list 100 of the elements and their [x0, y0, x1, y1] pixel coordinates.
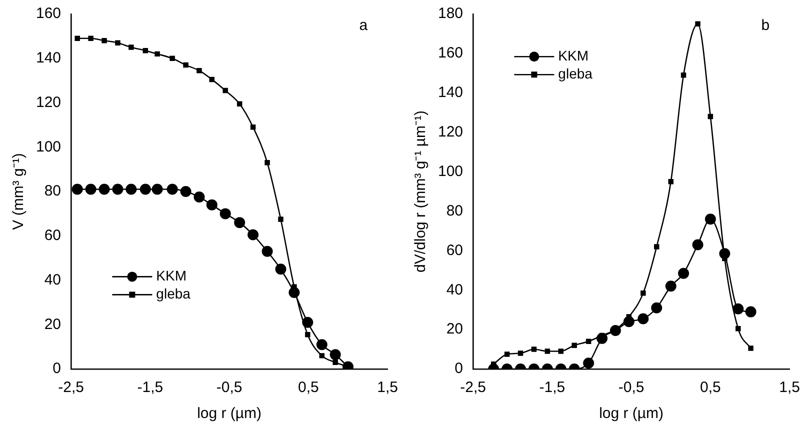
y-tick-label: 0: [454, 360, 464, 378]
y-tick-label: 80: [446, 202, 464, 220]
x-tick-label: -1,5: [539, 379, 566, 396]
point: [140, 184, 151, 195]
point: [330, 349, 341, 360]
point: [154, 51, 160, 57]
legend-label: gleba: [156, 286, 191, 302]
point: [115, 40, 120, 46]
point: [222, 88, 228, 94]
point: [180, 186, 192, 197]
point: [583, 358, 594, 369]
y-tick-label: 100: [36, 138, 62, 156]
point: [531, 346, 537, 352]
x-tick-label: 0,5: [700, 379, 721, 396]
y-tick-label: 20: [446, 320, 464, 338]
y-tick-label: 100: [438, 162, 464, 180]
point: [206, 199, 218, 210]
point: [264, 160, 270, 166]
point: [288, 286, 300, 298]
point: [745, 306, 756, 318]
point: [692, 239, 704, 250]
point: [128, 44, 134, 50]
point: [586, 338, 592, 344]
point: [170, 56, 175, 61]
y-tick-label: 0: [52, 360, 62, 378]
y-tick-label: 40: [44, 271, 62, 288]
x-tick-label: -1,5: [137, 379, 164, 396]
point: [85, 184, 96, 195]
x-axis-title: log r (µm): [197, 405, 262, 422]
x-tick-label: -2,5: [58, 379, 84, 396]
y-tick-label: 40: [446, 281, 464, 298]
point: [504, 352, 510, 357]
point: [302, 316, 314, 328]
point: [278, 216, 284, 222]
point: [736, 326, 741, 332]
point: [88, 36, 94, 42]
point: [544, 348, 550, 354]
x-tick-label: 1,5: [779, 379, 800, 396]
point: [623, 316, 634, 328]
x-tick-label: 1,5: [377, 379, 398, 396]
point: [236, 101, 242, 106]
y-tick-label: 160: [438, 44, 464, 62]
y-tick-label: 120: [438, 123, 464, 140]
point: [152, 184, 163, 195]
y-tick-label: 140: [36, 50, 62, 67]
point: [142, 48, 148, 54]
annotation: b: [761, 17, 770, 34]
point: [719, 248, 730, 260]
point: [708, 114, 714, 120]
point: [316, 339, 328, 350]
legend-label: KKM: [156, 268, 187, 284]
x-tick-label: 0,5: [298, 379, 319, 396]
point: [234, 217, 246, 228]
point: [332, 360, 338, 365]
point: [220, 208, 231, 220]
point: [72, 184, 83, 195]
point: [250, 124, 256, 130]
y-tick-label: 60: [44, 227, 62, 244]
point: [654, 244, 660, 250]
point: [610, 325, 621, 336]
y-tick-label: 60: [446, 242, 464, 259]
point: [319, 353, 325, 358]
point: [668, 179, 674, 184]
point: [209, 76, 215, 82]
point: [678, 268, 690, 279]
point: [183, 62, 188, 68]
point: [112, 184, 124, 195]
point: [695, 21, 700, 26]
point: [572, 342, 577, 348]
point: [638, 313, 649, 324]
point: [275, 264, 286, 275]
point: [748, 346, 754, 351]
point: [665, 280, 676, 292]
x-tick-label: -0,5: [618, 379, 644, 396]
point: [126, 184, 137, 195]
point: [704, 214, 716, 225]
point: [305, 332, 310, 338]
point: [248, 229, 259, 240]
y-tick-label: 20: [44, 316, 62, 333]
y-tick-label: 80: [44, 182, 62, 200]
y-tick-label: 160: [36, 5, 62, 22]
point: [194, 192, 205, 203]
point: [74, 36, 80, 42]
x-axis-title: log r (µm): [599, 405, 664, 422]
x-tick-label: -2,5: [460, 379, 486, 396]
point: [98, 184, 110, 195]
point: [196, 68, 202, 74]
y-tick-label: 140: [438, 84, 464, 102]
point: [640, 290, 646, 296]
point: [558, 348, 564, 354]
y-tick-label: 120: [36, 94, 62, 111]
y-axis-title: dV/dlog r (mm³ g⁻¹ µm⁻¹): [412, 110, 430, 272]
point: [262, 246, 273, 257]
point: [651, 302, 662, 314]
annotation: a: [359, 17, 368, 34]
point: [518, 350, 524, 356]
point: [732, 303, 744, 314]
point: [102, 38, 107, 44]
point: [596, 332, 608, 344]
point: [166, 184, 178, 195]
